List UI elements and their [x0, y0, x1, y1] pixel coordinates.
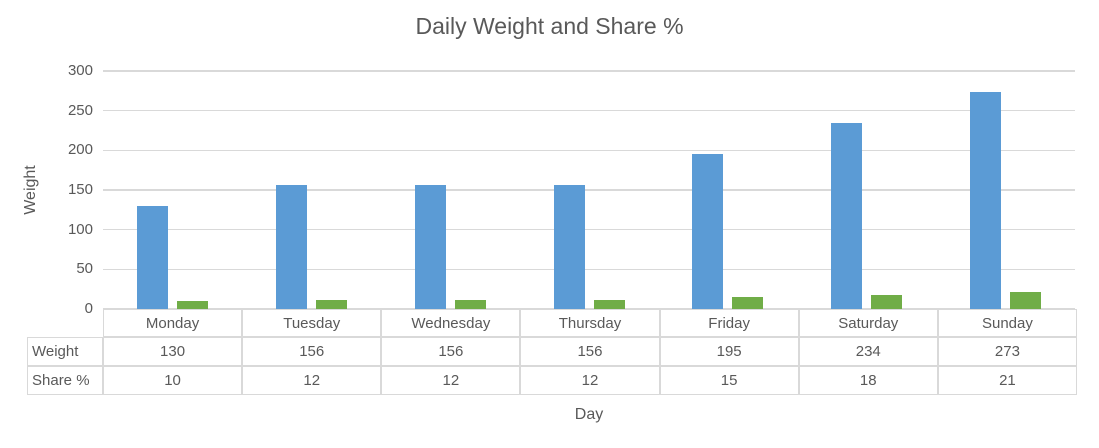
weight-bar [553, 185, 585, 309]
table-value-cell: 234 [798, 337, 938, 366]
table-value-cell: 18 [798, 366, 938, 395]
table-value-cell: 15 [659, 366, 799, 395]
table-value-cell: 156 [381, 337, 521, 366]
category-group [797, 71, 936, 309]
y-tick-label: 100 [67, 220, 93, 238]
table-value-cell: 12 [381, 366, 521, 395]
table-value-cell: 156 [520, 337, 660, 366]
table-header-cell: Wednesday [381, 309, 521, 337]
y-tick-label: 200 [67, 141, 93, 159]
weight-bar [275, 185, 307, 309]
x-axis-title: Day [574, 406, 604, 423]
data-table: Monday Tuesday Wednesday Thursday Friday Satu… [27, 309, 1077, 395]
table-value-cell: 273 [937, 337, 1077, 366]
weight-bar [414, 185, 446, 309]
table-corner-cell [27, 309, 103, 337]
weight-bar [970, 92, 1002, 309]
gridline [103, 70, 1075, 72]
table-header-cell: Friday [659, 309, 799, 337]
weight-bar [831, 123, 863, 309]
category-group [520, 71, 659, 309]
share-bar [176, 301, 208, 309]
table-value-cell: 12 [520, 366, 660, 395]
table-value-cell: 156 [242, 337, 382, 366]
gridline [103, 109, 1075, 112]
table-header-cell: Sunday [937, 309, 1077, 337]
y-tick-label: 300 [67, 62, 93, 79]
y-tick-label: 50 [76, 260, 93, 278]
gridline [103, 189, 1075, 191]
share-bar [315, 299, 347, 309]
table-header-cell: Monday [103, 309, 243, 337]
category-group [242, 71, 381, 309]
table-value-cell: 130 [103, 337, 243, 366]
table-row-label: Weight [27, 337, 103, 366]
table-row-label: Share % [27, 366, 103, 395]
categories [103, 71, 1075, 309]
weight-bar [136, 205, 168, 309]
gridline [103, 268, 1075, 271]
share-bar [871, 294, 903, 309]
y-axis-ticks: 0 50 100 150 200 250 300 [0, 62, 93, 317]
table-value-cell: 10 [103, 366, 243, 395]
weight-bar [692, 154, 724, 309]
category-group [381, 71, 520, 309]
table-value-cell: 21 [937, 366, 1077, 395]
share-bar [454, 299, 486, 309]
chart-title: Daily Weight and Share % [415, 13, 684, 39]
category-group [936, 71, 1075, 309]
y-tick-label: 150 [67, 181, 93, 198]
y-tick-label: 0 [84, 300, 93, 317]
y-tick-label: 250 [67, 101, 93, 119]
category-group [103, 71, 242, 309]
gridline [103, 149, 1075, 152]
plot-area [103, 70, 1075, 310]
gridline [103, 228, 1075, 231]
table-value-cell: 12 [242, 366, 382, 395]
table-header-cell: Saturday [798, 309, 938, 337]
share-bar [732, 297, 764, 309]
table-header-cell: Thursday [520, 309, 660, 337]
table-header-cell: Tuesday [242, 309, 382, 337]
category-group [658, 71, 797, 309]
share-bar [593, 299, 625, 309]
table-value-cell: 195 [659, 337, 799, 366]
share-bar [1010, 292, 1042, 309]
